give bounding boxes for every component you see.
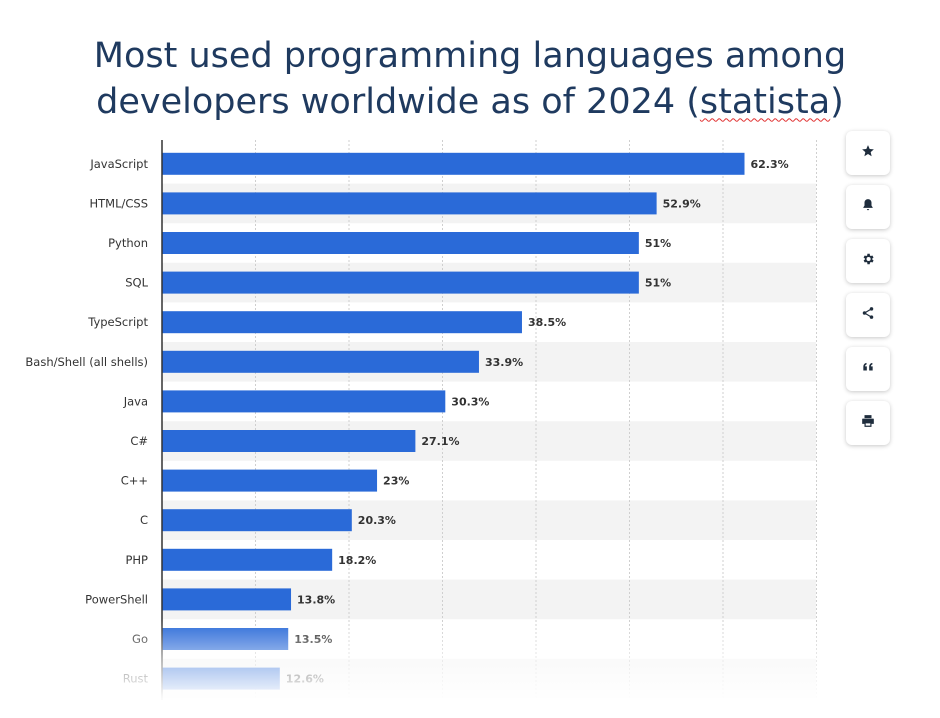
bars: [162, 152, 745, 690]
bar[interactable]: [162, 469, 378, 492]
title-line-2: developers worldwide as of 2024 (statist…: [0, 79, 940, 125]
title-line-2-prefix: developers worldwide as of 2024 (: [96, 82, 700, 123]
bar[interactable]: [162, 311, 522, 334]
category-label: Go: [132, 632, 148, 646]
share-icon: [861, 306, 875, 324]
category-label: HTML/CSS: [89, 196, 148, 210]
quote-icon: [861, 360, 875, 378]
bar-chart: JavaScript HTML/CSS Python SQL TypeScript Bas…: [25, 140, 817, 700]
category-label: PHP: [125, 553, 148, 567]
chart-title: Most used programming languages among de…: [0, 33, 940, 125]
bar[interactable]: [162, 628, 289, 650]
category-label: Java: [123, 394, 148, 408]
value-label: 38.5%: [528, 316, 566, 329]
category-label: Bash/Shell (all shells): [25, 355, 148, 369]
value-label: 52.9%: [663, 197, 701, 210]
favorite-button[interactable]: [846, 131, 890, 175]
print-button[interactable]: [846, 401, 890, 445]
category-label: Rust: [123, 672, 149, 686]
category-label: C++: [121, 474, 148, 488]
bar[interactable]: [162, 430, 416, 452]
share-button[interactable]: [846, 293, 890, 337]
cite-button[interactable]: [846, 347, 890, 391]
value-label: 33.9%: [485, 356, 523, 369]
value-label: 51%: [645, 277, 671, 290]
category-label: JavaScript: [89, 157, 148, 171]
value-label: 13.8%: [297, 593, 335, 606]
bar[interactable]: [162, 667, 280, 690]
bar[interactable]: [162, 152, 745, 175]
bar[interactable]: [162, 588, 292, 611]
value-label: 62.3%: [751, 158, 789, 171]
bar[interactable]: [162, 232, 639, 254]
bar[interactable]: [162, 350, 479, 373]
title-line-2-suffix: ): [830, 82, 844, 123]
bar[interactable]: [162, 192, 657, 215]
star-icon: [861, 144, 875, 162]
bar[interactable]: [162, 548, 333, 571]
value-label: 51%: [645, 237, 671, 250]
notification-button[interactable]: [846, 185, 890, 229]
value-label: 20.3%: [358, 514, 396, 527]
chart-toolbar: [846, 131, 890, 455]
value-labels: 62.3% 52.9% 51% 51% 38.5% 33.9% 30.3% 27.1% 23% 2…: [286, 158, 789, 686]
bar[interactable]: [162, 390, 446, 413]
value-label: 30.3%: [451, 395, 489, 408]
category-label: PowerShell: [85, 592, 148, 606]
bar[interactable]: [162, 271, 639, 294]
value-label: 13.5%: [294, 633, 332, 646]
bar[interactable]: [162, 509, 352, 532]
bell-icon: [861, 198, 875, 216]
settings-button[interactable]: [846, 239, 890, 283]
value-label: 27.1%: [421, 435, 459, 448]
category-labels: JavaScript HTML/CSS Python SQL TypeScript Bas…: [25, 157, 148, 686]
title-line-1: Most used programming languages among: [93, 36, 847, 77]
print-icon: [861, 414, 875, 432]
category-label: C: [140, 513, 148, 527]
title-source: statista: [699, 82, 831, 123]
category-label: C#: [130, 434, 148, 448]
value-label: 18.2%: [338, 554, 376, 567]
category-label: Python: [108, 236, 148, 250]
category-label: TypeScript: [87, 315, 148, 329]
value-label: 23%: [383, 475, 409, 488]
gear-icon: [861, 252, 875, 270]
category-label: SQL: [125, 276, 148, 290]
value-label: 12.6%: [286, 673, 324, 686]
